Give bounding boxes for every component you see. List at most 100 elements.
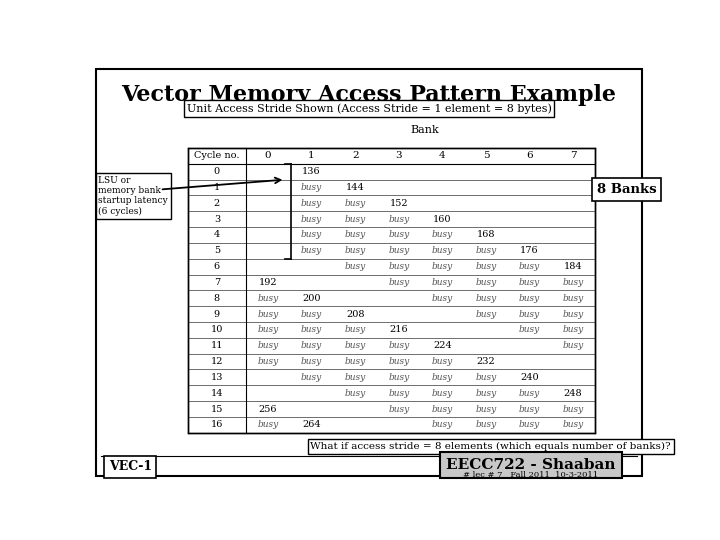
Text: busy: busy <box>519 404 540 414</box>
Text: 1: 1 <box>308 151 315 160</box>
Text: busy: busy <box>562 404 584 414</box>
Text: 8 Banks: 8 Banks <box>597 183 657 196</box>
Text: 3: 3 <box>214 214 220 224</box>
Text: 4: 4 <box>439 151 446 160</box>
Text: busy: busy <box>345 357 366 366</box>
Text: 10: 10 <box>211 326 223 334</box>
Text: busy: busy <box>345 262 366 271</box>
Text: busy: busy <box>388 231 410 239</box>
Text: EECC722 - Shaaban: EECC722 - Shaaban <box>446 458 616 472</box>
Text: busy: busy <box>388 214 410 224</box>
Text: busy: busy <box>475 373 497 382</box>
Text: busy: busy <box>432 294 453 303</box>
Text: busy: busy <box>432 278 453 287</box>
Text: busy: busy <box>388 278 410 287</box>
Text: 8: 8 <box>214 294 220 303</box>
Text: 7: 7 <box>214 278 220 287</box>
Text: busy: busy <box>519 262 540 271</box>
Text: Unit Access Stride Shown (Access Stride = 1 element = 8 bytes): Unit Access Stride Shown (Access Stride … <box>186 103 552 114</box>
Text: 160: 160 <box>433 214 451 224</box>
Text: busy: busy <box>388 246 410 255</box>
Text: 192: 192 <box>258 278 277 287</box>
Text: busy: busy <box>257 341 279 350</box>
Text: # lec # 7   Fall 2011  10-3-2011: # lec # 7 Fall 2011 10-3-2011 <box>463 471 598 479</box>
Text: 16: 16 <box>211 420 223 429</box>
Text: busy: busy <box>257 357 279 366</box>
Text: 4: 4 <box>214 231 220 239</box>
Text: busy: busy <box>345 231 366 239</box>
Text: busy: busy <box>432 420 453 429</box>
Text: busy: busy <box>257 420 279 429</box>
Text: 152: 152 <box>390 199 408 208</box>
Text: 13: 13 <box>211 373 223 382</box>
Text: busy: busy <box>432 389 453 398</box>
Text: 6: 6 <box>526 151 533 160</box>
Text: busy: busy <box>519 389 540 398</box>
Text: Vector Memory Access Pattern Example: Vector Memory Access Pattern Example <box>122 84 616 105</box>
Text: busy: busy <box>475 262 497 271</box>
Text: busy: busy <box>519 278 540 287</box>
Text: 200: 200 <box>302 294 321 303</box>
Text: busy: busy <box>388 341 410 350</box>
Text: busy: busy <box>345 326 366 334</box>
Text: 5: 5 <box>214 246 220 255</box>
Text: busy: busy <box>475 278 497 287</box>
Text: 9: 9 <box>214 309 220 319</box>
Text: busy: busy <box>301 373 322 382</box>
Text: busy: busy <box>257 326 279 334</box>
Text: 0: 0 <box>214 167 220 176</box>
Text: busy: busy <box>257 309 279 319</box>
Text: 184: 184 <box>564 262 582 271</box>
Text: busy: busy <box>519 326 540 334</box>
Text: busy: busy <box>475 389 497 398</box>
Text: busy: busy <box>301 231 322 239</box>
Text: busy: busy <box>345 199 366 208</box>
Text: busy: busy <box>388 357 410 366</box>
Text: 240: 240 <box>521 373 539 382</box>
Text: busy: busy <box>562 326 584 334</box>
Text: 11: 11 <box>211 341 223 350</box>
Text: busy: busy <box>432 357 453 366</box>
Text: busy: busy <box>388 389 410 398</box>
Text: busy: busy <box>301 246 322 255</box>
Text: busy: busy <box>301 341 322 350</box>
Text: 1: 1 <box>214 183 220 192</box>
Text: 0: 0 <box>265 151 271 160</box>
Text: 6: 6 <box>214 262 220 271</box>
Text: busy: busy <box>562 420 584 429</box>
Text: 216: 216 <box>390 326 408 334</box>
Text: busy: busy <box>432 231 453 239</box>
Text: busy: busy <box>432 246 453 255</box>
Text: busy: busy <box>475 404 497 414</box>
Text: Cycle no.: Cycle no. <box>194 151 240 160</box>
Text: VEC-1: VEC-1 <box>109 461 152 474</box>
Text: busy: busy <box>432 404 453 414</box>
Text: busy: busy <box>519 294 540 303</box>
Text: busy: busy <box>562 294 584 303</box>
Text: 2: 2 <box>214 199 220 208</box>
Text: 264: 264 <box>302 420 321 429</box>
Text: busy: busy <box>301 199 322 208</box>
Text: busy: busy <box>345 214 366 224</box>
Text: busy: busy <box>562 341 584 350</box>
Text: 12: 12 <box>211 357 223 366</box>
Text: busy: busy <box>301 214 322 224</box>
Text: busy: busy <box>345 246 366 255</box>
Text: busy: busy <box>519 420 540 429</box>
Text: 224: 224 <box>433 341 451 350</box>
Text: busy: busy <box>432 262 453 271</box>
Text: busy: busy <box>345 389 366 398</box>
Text: 15: 15 <box>211 404 223 414</box>
Text: busy: busy <box>388 404 410 414</box>
Text: busy: busy <box>345 373 366 382</box>
Text: busy: busy <box>475 246 497 255</box>
Text: 232: 232 <box>477 357 495 366</box>
Text: busy: busy <box>562 278 584 287</box>
Text: 208: 208 <box>346 309 364 319</box>
Text: busy: busy <box>388 373 410 382</box>
Text: busy: busy <box>475 420 497 429</box>
Text: busy: busy <box>301 309 322 319</box>
Text: 136: 136 <box>302 167 321 176</box>
Text: 2: 2 <box>352 151 359 160</box>
FancyBboxPatch shape <box>188 148 595 433</box>
